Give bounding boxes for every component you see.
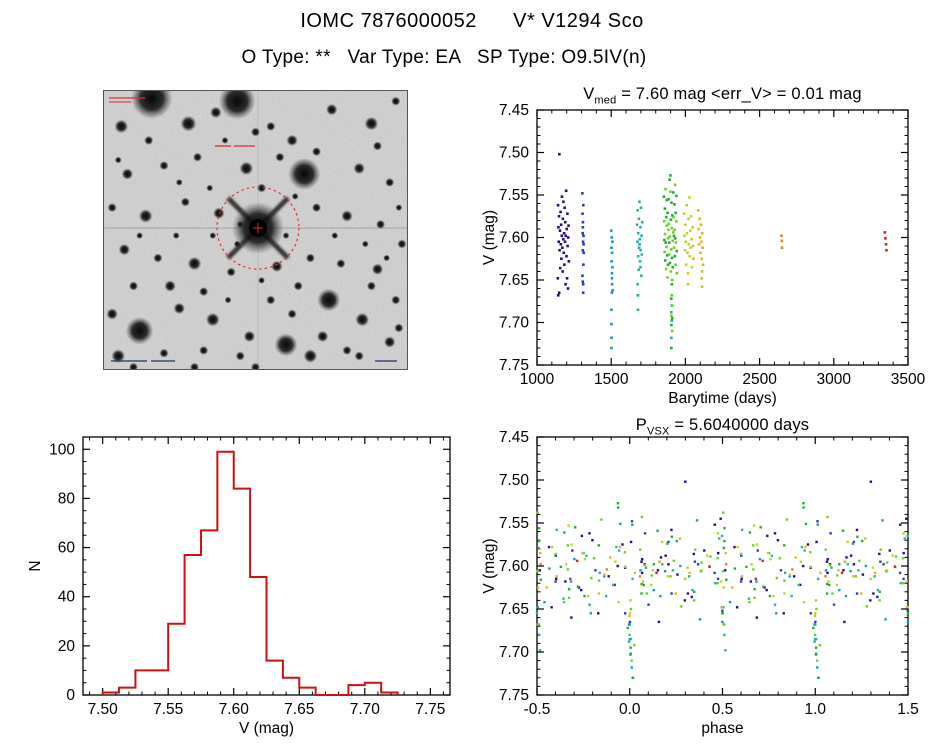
x-axis-label: phase [701, 720, 743, 737]
tick-label: 7.45 [499, 429, 529, 446]
tick-label: 3500 [891, 371, 926, 388]
phase-plot-title: PVSX = 5.6040000 days [525, 416, 920, 437]
data-points [535, 480, 910, 679]
aperture-circle [216, 186, 300, 270]
page-title: IOMC 7876000052 V* V1294 Sco [300, 10, 644, 32]
finder-image [103, 77, 408, 372]
y-axis-label: V (mag) [481, 538, 498, 593]
light-curve-plot: 1000 1500 2000 2500 3000 3500 7.45 7.50 7.55 7.60… [481, 102, 926, 407]
tick-label: 7.55 [499, 187, 529, 204]
tick-label: 0.0 [619, 701, 641, 718]
tick-label: 7.55 [499, 515, 529, 532]
axes-frame: 1000 1500 2000 2500 3000 3500 7.45 7.50 7.55 7.60… [481, 102, 926, 407]
tick-label: 60 [58, 540, 76, 557]
tick-label: 100 [49, 441, 75, 458]
tick-label: 7.65 [499, 601, 529, 618]
title-subscript: VSX [646, 425, 670, 438]
histogram-outline [101, 450, 399, 696]
x-axis-label: Barytime (days) [668, 390, 777, 407]
tick-label: 1000 [520, 371, 555, 388]
tick-label: 7.75 [415, 701, 445, 718]
y-axis-label: N [27, 560, 44, 571]
axes-frame: 7.50 7.55 7.60 7.65 7.70 7.75 0 20 40 60 80 100 V (m… [27, 436, 451, 737]
tick-label: 7.60 [499, 558, 530, 575]
x-axis-label: V (mag) [239, 720, 294, 737]
title-prefix: P [635, 416, 647, 434]
title-prefix: V [583, 85, 595, 103]
tick-label: 3000 [817, 371, 852, 388]
tick-label: 1500 [594, 371, 629, 388]
tick-label: 2000 [668, 371, 703, 388]
tick-label: 7.70 [499, 644, 530, 661]
tick-label: 7.60 [499, 230, 530, 247]
title-rest: = 7.60 mag <err_V> = 0.01 mag [616, 85, 862, 103]
tick-label: 7.75 [499, 687, 529, 704]
tick-label: 7.45 [499, 102, 529, 119]
tick-label: -0.5 [524, 701, 551, 718]
phase-plot-canvas: -0.5 0.0 0.5 1.0 1.5 7.45 7.50 7.55 7.60 7.65 7.70… [481, 429, 919, 737]
page-subtitle: O Type: ** Var Type: EA SP Type: O9.5IV(… [241, 47, 647, 68]
tick-label: 20 [58, 638, 76, 655]
image-annotations [109, 97, 397, 362]
phase-plot-chart: PVSX = 5.6040000 days -0.5 0.0 0.5 1.0 1.5 7.… [470, 412, 944, 747]
tick-label: 1.5 [897, 701, 919, 718]
tick-label: 7.70 [350, 701, 381, 718]
tick-label: 7.50 [88, 701, 119, 718]
tick-label: 80 [58, 490, 76, 507]
y-axis-label: V (mag) [481, 210, 498, 265]
star-field-image [103, 77, 408, 372]
tick-label: 7.70 [499, 315, 530, 332]
tick-label: 2500 [742, 371, 777, 388]
light-curve-title: Vmed = 7.60 mag <err_V> = 0.01 mag [525, 85, 920, 106]
tick-label: 7.65 [499, 272, 529, 289]
histogram-chart: 7.50 7.55 7.60 7.65 7.70 7.75 0 20 40 60 80 100 V (m… [25, 425, 480, 747]
histogram-plot: 7.50 7.55 7.60 7.65 7.70 7.75 0 20 40 60 80 100 V (m… [27, 436, 451, 737]
tick-label: 0.5 [712, 701, 734, 718]
tick-label: 0 [66, 687, 75, 704]
tick-label: 7.50 [499, 145, 530, 162]
tick-label: 7.50 [499, 472, 530, 489]
title-rest: = 5.6040000 days [669, 416, 810, 434]
tick-label: 1.0 [804, 701, 826, 718]
light-curve-chart: Vmed = 7.60 mag <err_V> = 0.01 mag 1000 1… [470, 85, 944, 425]
axes-frame: -0.5 0.0 0.5 1.0 1.5 7.45 7.50 7.55 7.60 7.65 7.70… [481, 429, 919, 737]
title-subscript: med [594, 94, 617, 107]
tick-label: 7.75 [499, 357, 529, 374]
tick-label: 7.60 [219, 701, 250, 718]
data-points [556, 152, 888, 350]
tick-label: 7.55 [153, 701, 183, 718]
tick-label: 7.65 [284, 701, 314, 718]
tick-label: 40 [58, 589, 76, 606]
